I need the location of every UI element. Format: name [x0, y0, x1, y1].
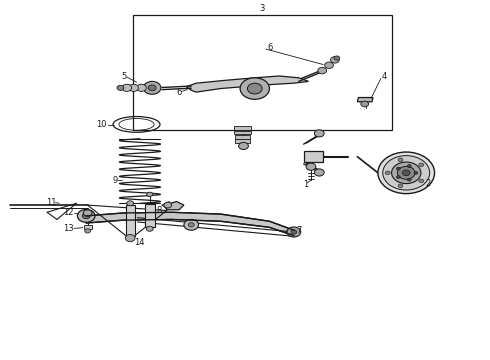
Text: 5: 5 — [122, 72, 127, 81]
Circle shape — [398, 184, 403, 188]
Text: 7: 7 — [296, 226, 302, 235]
Text: 8: 8 — [156, 206, 161, 215]
Circle shape — [361, 101, 368, 107]
Circle shape — [129, 84, 139, 91]
Polygon shape — [304, 151, 323, 162]
Circle shape — [239, 142, 248, 149]
Polygon shape — [357, 98, 373, 102]
Circle shape — [315, 169, 324, 176]
Text: 2: 2 — [426, 179, 431, 188]
Circle shape — [318, 67, 327, 74]
Circle shape — [315, 130, 324, 137]
Circle shape — [144, 81, 161, 94]
Text: 9: 9 — [112, 176, 117, 185]
Circle shape — [306, 163, 316, 170]
Circle shape — [392, 162, 421, 184]
Circle shape — [82, 213, 90, 219]
Circle shape — [325, 62, 333, 68]
Text: 14: 14 — [134, 238, 144, 247]
Circle shape — [398, 158, 403, 162]
Bar — [133, 15, 392, 130]
Circle shape — [287, 227, 301, 237]
Circle shape — [137, 84, 147, 91]
Circle shape — [385, 171, 390, 175]
Text: 6: 6 — [176, 87, 182, 96]
Text: 13: 13 — [63, 224, 74, 233]
Circle shape — [378, 152, 435, 194]
Circle shape — [334, 56, 340, 60]
Text: 11: 11 — [46, 198, 57, 207]
Circle shape — [383, 156, 430, 190]
Text: 12: 12 — [63, 208, 74, 217]
Circle shape — [414, 171, 418, 174]
Polygon shape — [86, 212, 294, 235]
Circle shape — [188, 223, 194, 227]
Circle shape — [291, 230, 297, 234]
Circle shape — [407, 178, 411, 181]
Polygon shape — [164, 202, 184, 210]
Circle shape — [396, 167, 400, 170]
Circle shape — [419, 179, 424, 183]
Bar — [235, 135, 250, 139]
Bar — [234, 126, 251, 130]
Circle shape — [164, 202, 171, 208]
Circle shape — [122, 84, 132, 91]
Circle shape — [240, 78, 270, 99]
Polygon shape — [186, 76, 309, 92]
Circle shape — [247, 83, 262, 94]
Circle shape — [77, 210, 95, 222]
Text: 1: 1 — [303, 180, 308, 189]
Circle shape — [147, 226, 153, 231]
Text: 4: 4 — [382, 72, 387, 81]
Circle shape — [148, 85, 156, 91]
Bar — [84, 225, 92, 229]
Circle shape — [419, 163, 424, 167]
Circle shape — [402, 170, 410, 176]
Bar — [126, 205, 135, 235]
Text: 6: 6 — [267, 43, 272, 52]
Circle shape — [147, 192, 153, 197]
Bar — [235, 139, 250, 143]
Circle shape — [407, 165, 411, 167]
Text: 10: 10 — [96, 120, 106, 129]
Bar — [145, 204, 155, 226]
Text: 3: 3 — [259, 4, 265, 13]
Circle shape — [127, 201, 134, 206]
Circle shape — [83, 210, 92, 216]
Circle shape — [331, 57, 339, 63]
Circle shape — [396, 176, 400, 179]
Circle shape — [397, 166, 415, 179]
Bar — [234, 131, 251, 134]
Circle shape — [85, 229, 91, 233]
Circle shape — [117, 85, 124, 90]
Circle shape — [184, 220, 198, 230]
Circle shape — [125, 234, 135, 242]
